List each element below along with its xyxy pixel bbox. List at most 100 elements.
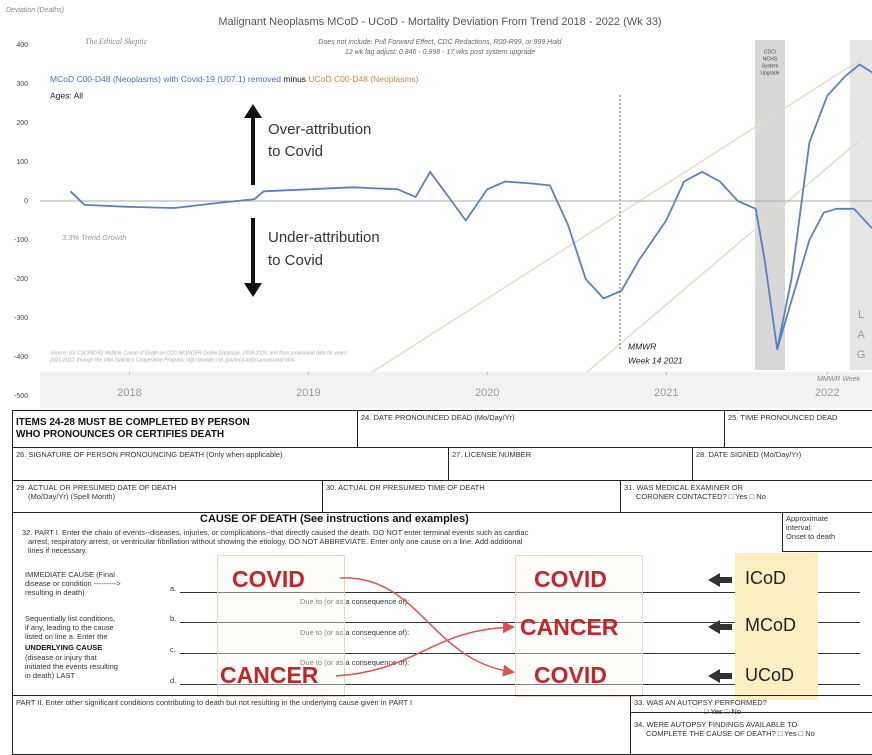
form-header: ITEMS 24-28 MUST BE COMPLETED BY PERSON W…: [12, 410, 358, 448]
role-label: MCoD: [745, 615, 797, 635]
text: initiated the events resulting: [25, 662, 118, 671]
annotation: Over-attribution: [268, 121, 371, 138]
legend: MCoD C00-D48 (Neoplasms) with Covid-19 (…: [50, 74, 419, 84]
annotation: G: [857, 349, 866, 361]
cause-line: [180, 653, 860, 654]
cause-label: COVID: [232, 566, 305, 592]
chart-title: Malignant Neoplasms MCoD - UCoD - Mortal…: [218, 16, 661, 28]
legend-text: MCoD C00-D48 (Neoplasms) with Covid-19 (…: [50, 74, 281, 84]
part2: PART II. Enter other significant conditi…: [12, 695, 631, 755]
line-letter: a.: [170, 584, 177, 593]
annotation: MMWR Week: [817, 376, 861, 383]
field: 31. WAS MEDICAL EXAMINER OR CORONER CONTA…: [620, 480, 872, 513]
text: WHO PRONOUNCES OR CERTIFIES DEATH: [16, 429, 225, 440]
text: arrest, respiratory arrest, or ventricul…: [28, 537, 523, 546]
text: (Mo/Day/Yr) (Spell Month): [28, 492, 116, 501]
x-tick-label: 2022: [815, 387, 839, 399]
subtitle: 12 wk lag adjust: 0.846 - 0.998 - 17 wks…: [345, 49, 535, 56]
line-letter: b.: [170, 614, 177, 623]
text: 29. ACTUAL OR PRESUMED DATE OF DEATH: [16, 483, 177, 492]
annotation: L: [858, 309, 864, 321]
text: 33. WAS AN AUTOPSY PERFORMED?: [634, 698, 767, 707]
upgrade-shade: [755, 40, 785, 370]
text: lines if necessary.: [28, 546, 88, 555]
text: 31. WAS MEDICAL EXAMINER OR: [624, 483, 744, 492]
text: Approximate: [786, 514, 829, 523]
text: if any, leading to the cause: [25, 623, 114, 632]
field: 26. SIGNATURE OF PERSON PRONOUNCING DEAT…: [12, 447, 449, 481]
text: 27. LICENSE NUMBER: [452, 450, 532, 459]
annotation: CDC/: [764, 49, 777, 55]
subtitle: Does not include: Pull Forward Effect, C…: [318, 39, 562, 46]
source: Source: US CDC/NCHS Multiple Cause of De…: [50, 350, 347, 356]
field: 33. WAS AN AUTOPSY PERFORMED? □ Yes □ No: [630, 695, 872, 716]
text: 28. DATE SIGNED (Mo/Day/Yr): [696, 450, 802, 459]
legend-text: UCoD C00-D48 (Neoplasms): [308, 74, 418, 84]
text: CORONER CONTACTED? □ Yes □ No: [636, 492, 766, 501]
line-letter: d.: [170, 676, 177, 685]
annotation: Upgrade: [760, 70, 779, 76]
annotation: NCHS: [763, 56, 778, 62]
field: 27. LICENSE NUMBER: [448, 447, 693, 481]
text: 30. ACTUAL OR PRESUMED TIME OF DEATH: [326, 483, 485, 492]
field: 29. ACTUAL OR PRESUMED DATE OF DEATH (Mo/…: [12, 480, 323, 513]
text: disease or condition --------->: [25, 579, 121, 588]
lag-shade: [850, 40, 872, 370]
annotation: Week 14 2021: [628, 355, 683, 365]
text: 34. WERE AUTOPSY FINDINGS AVAILABLE TO: [634, 720, 798, 729]
y-tick-label: -200: [14, 276, 28, 283]
annotation: to Covid: [268, 252, 323, 269]
cause-line: [180, 592, 860, 593]
cause-label: CANCER: [220, 662, 319, 688]
x-tick-label: 2019: [296, 387, 320, 399]
cause-title: CAUSE OF DEATH (See instructions and exa…: [200, 513, 469, 525]
annotation: to Covid: [268, 143, 323, 160]
source: 2021-2022, through the Vital Statistics …: [49, 357, 295, 363]
y-tick-label: -500: [14, 393, 28, 400]
role-label: UCoD: [745, 665, 795, 685]
cause-line: [180, 622, 860, 623]
text: Onset to death: [786, 532, 836, 541]
annotation: System: [762, 63, 779, 69]
legend-text: minus: [283, 74, 306, 84]
text: ITEMS 24-28 MUST BE COMPLETED BY PERSON: [16, 417, 250, 428]
text: □ Yes □ No: [704, 707, 741, 716]
text: PART II. Enter other significant conditi…: [16, 698, 413, 707]
arrowhead: [244, 283, 262, 297]
field: 25. TIME PRONOUNCED DEAD: [724, 410, 872, 448]
y-tick-label: 100: [16, 159, 28, 166]
text: IMMEDIATE CAUSE (Final: [25, 570, 115, 579]
y-tick-label: 0: [24, 198, 28, 205]
interval: Approximate interval: Onset to death: [782, 512, 872, 552]
cause-label: COVID: [534, 566, 607, 592]
field: 34. WERE AUTOPSY FINDINGS AVAILABLE TO CO…: [630, 718, 872, 755]
cause-line: [180, 684, 860, 685]
text: (disease or injury that: [25, 653, 97, 662]
arrowhead: [244, 104, 262, 118]
field: 24. DATE PRONOUNCED DEAD (Mo/Day/Yr): [357, 410, 725, 448]
text: COMPLETE THE CAUSE OF DEATH? □ Yes □ No: [646, 729, 815, 738]
overlay-box: [515, 555, 643, 697]
x-tick-label: 2020: [475, 387, 499, 399]
decor-line: [559, 139, 861, 396]
line-series: [69, 63, 872, 351]
text: resulting in death): [25, 588, 85, 597]
annotation: MMWR: [628, 341, 656, 351]
text: 26. SIGNATURE OF PERSON PRONOUNCING DEAT…: [16, 450, 283, 459]
y-tick-label: 200: [16, 120, 28, 127]
y-tick-label: 400: [16, 42, 28, 49]
text: Sequentially list conditions,: [25, 614, 116, 623]
y-tick-label: -400: [14, 354, 28, 361]
decor-line: [359, 59, 861, 381]
overlay-box: [217, 555, 345, 697]
role-label: ICoD: [745, 568, 787, 588]
y-label: Deviation (Deaths): [6, 7, 64, 14]
text: listed on line a. Enter the: [25, 632, 108, 641]
annotation: A: [857, 329, 865, 341]
text: 32. PART I. Enter the chain of events--d…: [22, 528, 529, 537]
cause-label: CANCER: [520, 614, 619, 640]
x-tick-label: 2021: [654, 387, 678, 399]
annotation: 3.3% Trend Growth: [62, 233, 126, 242]
cause-label: COVID: [534, 662, 607, 688]
